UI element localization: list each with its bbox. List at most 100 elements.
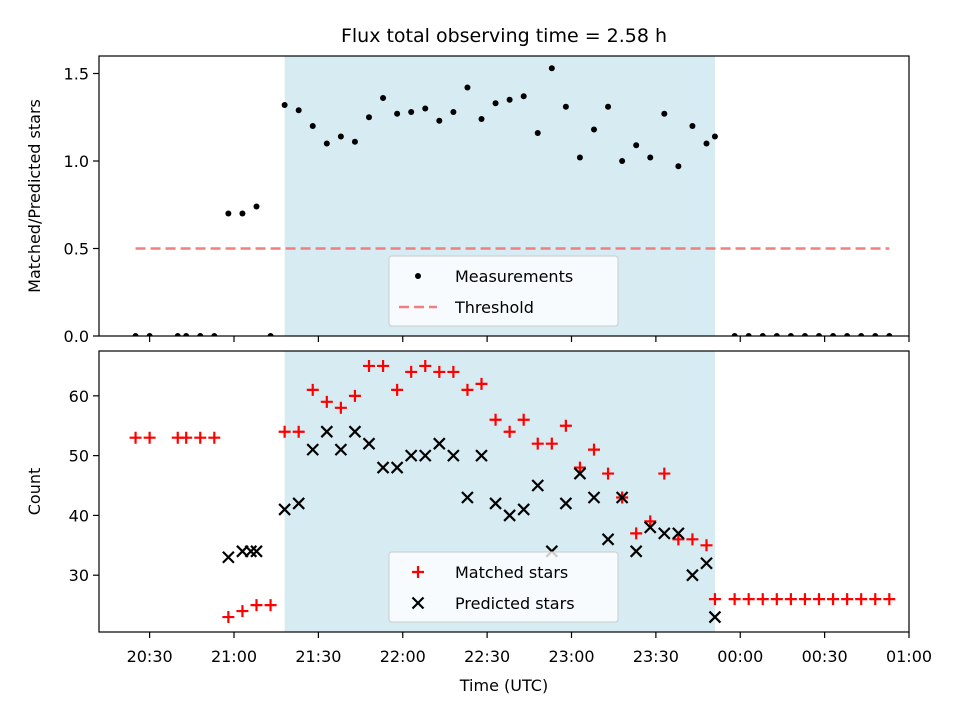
predicted-star-point <box>517 503 530 516</box>
x-tick-label: 21:00 <box>211 647 257 666</box>
measurement-point <box>450 109 457 115</box>
x-tick-label: 23:00 <box>548 647 594 666</box>
predicted-star-point <box>615 491 629 504</box>
x-tick-label: 00:00 <box>717 647 763 666</box>
data-markers <box>129 359 896 624</box>
matched-star-point <box>194 431 207 444</box>
predicted-star-point <box>348 425 362 438</box>
y-tick-label: 60 <box>69 387 89 406</box>
predicted-star-point <box>629 545 643 558</box>
measurement-point <box>731 333 738 336</box>
legend: Matched stars Predicted stars <box>388 551 619 623</box>
matched-star-point <box>180 431 193 444</box>
matched-star-point <box>770 593 783 606</box>
x-tick-label: 01:00 <box>886 647 932 666</box>
matched-star-point <box>573 461 586 474</box>
matched-star-point <box>756 593 769 606</box>
measurement-point <box>661 110 668 117</box>
matched-star-point <box>447 365 460 378</box>
legend-predicted-swatch <box>411 596 425 610</box>
matched-star-point <box>143 431 156 444</box>
predicted-star-point <box>222 550 235 564</box>
y-tick-label: 30 <box>69 566 89 585</box>
matched-star-point <box>433 365 446 378</box>
predicted-star-point <box>489 497 502 510</box>
measurement-point <box>591 126 597 133</box>
measurement-point <box>183 333 190 336</box>
measurement-point <box>605 103 612 110</box>
legend-label: Measurements <box>455 267 573 286</box>
measurement-point <box>337 133 344 140</box>
y-tick-label: 1.0 <box>64 152 89 171</box>
measurement-point <box>281 102 288 108</box>
matched-star-point <box>602 467 615 480</box>
measurement-point <box>759 333 766 336</box>
measurement-point <box>886 333 893 336</box>
matched-star-point <box>686 533 699 546</box>
matched-star-point <box>208 431 221 444</box>
chart-title: Flux total observing time = 2.58 h <box>341 25 667 47</box>
matched-star-point <box>292 425 305 438</box>
matched-star-point <box>784 593 797 606</box>
matched-star-point <box>250 599 263 612</box>
matched-star-point <box>363 359 375 372</box>
predicted-star-point <box>700 556 713 570</box>
predicted-star-point <box>447 449 460 462</box>
axes-frame <box>98 55 910 337</box>
predicted-star-point <box>461 491 474 504</box>
x-axis-label: Time (UTC) <box>459 676 548 695</box>
matched-star-point <box>658 467 671 480</box>
predicted-star-point <box>418 449 432 462</box>
top-panel-flux-ratio: 0.0 0.5 1.0 1.5 Matched/Predicted stars Measu… <box>25 55 910 346</box>
matched-star-point <box>222 611 235 624</box>
legend-box <box>388 551 619 623</box>
measurement-point <box>366 114 372 121</box>
measurement-point <box>408 109 415 115</box>
measurement-point <box>422 105 429 112</box>
legend: Measurements Threshold <box>388 255 619 327</box>
predicted-star-point <box>433 437 446 450</box>
matched-star-point <box>630 527 643 540</box>
matched-star-point <box>348 389 361 402</box>
measurement-point <box>295 107 302 114</box>
predicted-star-point <box>672 527 685 540</box>
matched-star-point <box>278 425 291 438</box>
measurement-point <box>689 123 696 129</box>
matched-star-point <box>489 413 502 426</box>
measurement-point <box>703 140 710 147</box>
x-tick-label: 20:30 <box>127 647 173 666</box>
measurement-point <box>211 333 218 336</box>
y-tick-label: 0.5 <box>64 240 89 259</box>
measurement-point <box>478 116 485 122</box>
measurement-point <box>675 163 682 170</box>
axes-frame <box>98 350 910 633</box>
measurement-point <box>562 103 569 110</box>
matched-star-point <box>391 383 404 396</box>
measurement-point <box>520 93 527 100</box>
measurement-point <box>830 333 837 336</box>
matched-star-point <box>503 425 516 438</box>
predicted-star-point <box>334 443 348 456</box>
matched-star-point <box>869 593 882 606</box>
measurement-point <box>351 138 358 145</box>
y-tick-label: 0.0 <box>64 327 89 346</box>
measurement-point <box>380 95 387 101</box>
measurement-point <box>323 140 330 147</box>
predicted-star-point <box>320 425 334 438</box>
measurement-point <box>711 133 718 140</box>
measurement-point <box>844 333 851 336</box>
legend-box <box>388 255 619 327</box>
measurement-point <box>146 333 153 336</box>
measurement-point <box>816 333 822 336</box>
matched-star-point <box>700 539 713 552</box>
measurement-point <box>801 333 808 336</box>
measurement-point <box>633 142 640 149</box>
predicted-star-point <box>306 443 320 456</box>
measurement-point <box>576 154 583 161</box>
measurement-point <box>745 333 752 336</box>
measurement-point <box>773 333 780 336</box>
matched-star-point <box>644 515 657 528</box>
measurement-point <box>436 117 443 124</box>
predicted-star-point <box>686 568 699 582</box>
matched-star-point <box>728 593 741 606</box>
